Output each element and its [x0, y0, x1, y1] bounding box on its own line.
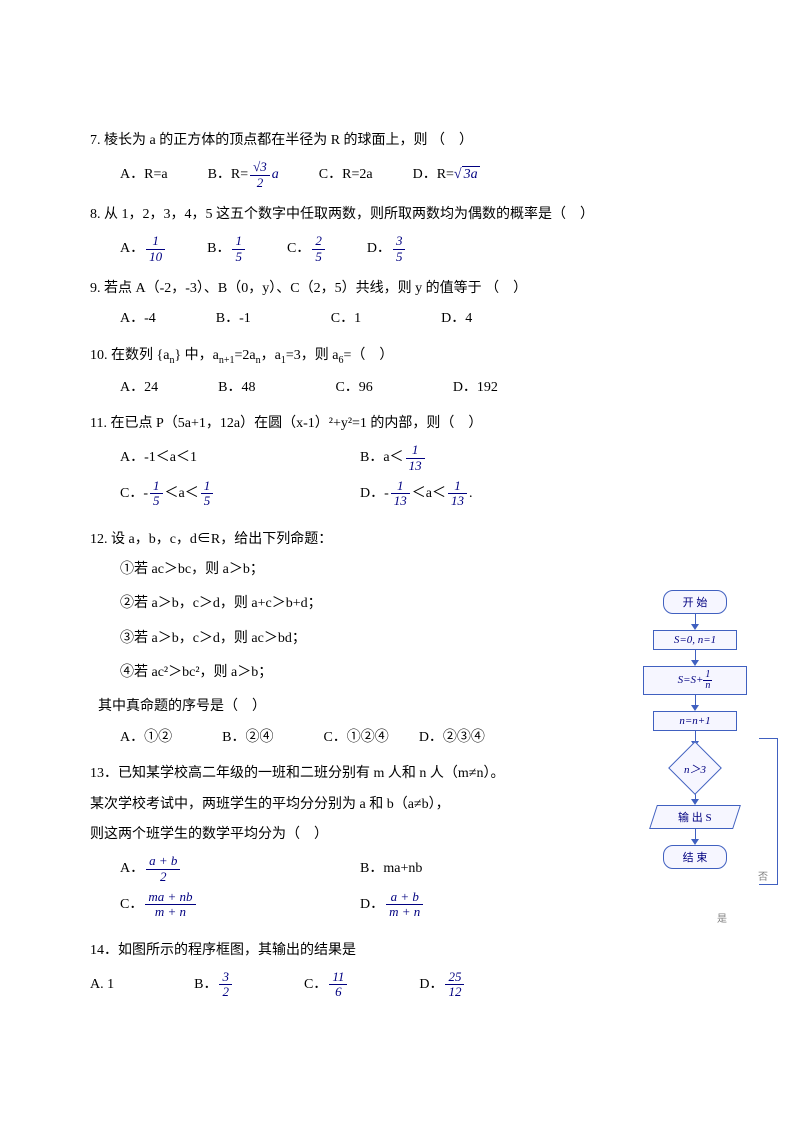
q9-D: D．4 [441, 308, 472, 330]
q11-stem: 11. 在已点 P（5a+1，12a）在圆（x-1）²+y²=1 的内部，则（ … [90, 413, 710, 435]
q12-p2: ②若 a＞b，c＞d，则 a+c＞b+d； [120, 593, 710, 615]
q14-options: A. 1 B．32 C．116 D．2512 [90, 970, 710, 1000]
q12-B: B．②④ [222, 727, 273, 749]
question-13: 13．已知某学校高二年级的一班和二班分别有 m 人和 n 人（m≠n）。 某次学… [90, 763, 710, 925]
question-9: 9. 若点 A（-2，-3）、B（0，y）、C（2，5）共线，则 y 的值等于 … [90, 278, 710, 331]
q7-options: A．R=a B．R= √3 2 a C．R=2a D．R= 3a [120, 160, 710, 190]
q13-C: C．ma + nbm + n [120, 890, 360, 920]
q12-D: D．②③④ [419, 727, 485, 749]
q9-options: A．-4 B．-1 C．1 D．4 [120, 308, 710, 330]
question-10: 10. 在数列 {an} 中，an+1=2an，a1=3，则 a6=（ ） A．… [90, 345, 710, 399]
q12-p4: ④若 ac²＞bc²，则 a＞b； [120, 662, 710, 684]
question-11: 11. 在已点 P（5a+1，12a）在圆（x-1）²+y²=1 的内部，则（ … [90, 413, 710, 515]
q9-C: C．1 [331, 308, 361, 330]
q13-options: A．a + b2 B．ma+nb C．ma + nbm + n D．a + bm… [120, 854, 710, 925]
fc-yes-label: 是 [717, 910, 727, 925]
q8-A: A．110 [120, 234, 167, 264]
q8-stem: 8. 从 1，2，3，4，5 这五个数字中任取两数，则所取两数均为偶数的概率是（… [90, 204, 710, 226]
question-8: 8. 从 1，2，3，4，5 这五个数字中任取两数，则所取两数均为偶数的概率是（… [90, 204, 710, 264]
fc-init: S=0, n=1 [653, 630, 737, 650]
q12-stem: 12. 设 a，b，c，d∈R，给出下列命题： [90, 529, 710, 551]
q7-B-frac: √3 2 [250, 160, 270, 190]
q10-options: A．24 B．48 C．96 D．192 [120, 377, 710, 399]
q8-D: D．35 [367, 234, 408, 264]
q10-A: A．24 [120, 377, 158, 399]
q7-A: A．R=a [120, 164, 168, 186]
flowchart: 开 始 S=0, n=1 S=S+1n n=n+1 n＞3 否 是 输 出 S … [630, 590, 760, 869]
question-14: 14．如图所示的程序框图，其输出的结果是 A. 1 B．32 C．116 D．2… [90, 940, 710, 1000]
q13-l2: 某次学校考试中，两班学生的平均分分别为 a 和 b（a≠b）， [90, 794, 710, 816]
q11-B: B．a＜113 [360, 443, 600, 473]
fc-step: S=S+1n [643, 666, 747, 695]
exam-page: 7. 棱长为 a 的正方体的顶点都在半径为 R 的球面上，则 （ ） A．R=a… [0, 0, 800, 1054]
q11-options: A．-1＜a＜1 B．a＜113 C．-15＜a＜15 D．-113＜a＜113… [120, 443, 710, 514]
q13-D: D．a + bm + n [360, 890, 600, 920]
q12-p1: ①若 ac＞bc，则 a＞b； [120, 559, 710, 581]
q10-C: C．96 [335, 377, 372, 399]
q13-l3: 则这两个班学生的数学平均分为（ ） [90, 824, 710, 846]
q8-options: A．110 B．15 C．25 D．35 [120, 234, 710, 264]
q12-options: A．①② B．②④ C．①②④ D．②③④ [120, 727, 710, 749]
q7-D: D．R= 3a [413, 164, 480, 186]
q14-C: C．116 [304, 970, 349, 1000]
fc-no-label: 否 [758, 868, 768, 883]
q9-B: B．-1 [216, 308, 251, 330]
q14-stem: 14．如图所示的程序框图，其输出的结果是 [90, 940, 710, 962]
q8-C: C．25 [287, 234, 327, 264]
q8-B: B．15 [207, 234, 247, 264]
q10-stem: 10. 在数列 {an} 中，an+1=2an，a1=3，则 a6=（ ） [90, 345, 710, 369]
q9-A: A．-4 [120, 308, 156, 330]
q7-C: C．R=2a [319, 164, 373, 186]
q10-B: B．48 [218, 377, 255, 399]
q13-l1: 13．已知某学校高二年级的一班和二班分别有 m 人和 n 人（m≠n）。 [90, 763, 710, 785]
q11-C: C．-15＜a＜15 [120, 479, 360, 509]
q7-B-post: a [272, 164, 279, 186]
q12-p3: ③若 a＞b，c＞d，则 ac＞bd； [120, 628, 710, 650]
q7-B: B．R= √3 2 a [208, 160, 279, 190]
fc-output: 输 出 S [649, 805, 741, 829]
q11-A: A．-1＜a＜1 [120, 443, 360, 473]
q7-stem: 7. 棱长为 a 的正方体的顶点都在半径为 R 的球面上，则 （ ） [90, 130, 710, 152]
q11-D: D．-113＜a＜113. [360, 479, 600, 509]
q9-stem: 9. 若点 A（-2，-3）、B（0，y）、C（2，5）共线，则 y 的值等于 … [90, 278, 710, 300]
q7-D-sqrt: 3a [454, 164, 480, 186]
q12-A: A．①② [120, 727, 172, 749]
question-12: 12. 设 a，b，c，d∈R，给出下列命题： ①若 ac＞bc，则 a＞b； … [90, 529, 710, 750]
fc-end: 结 束 [663, 845, 727, 869]
q7-D-pre: D．R= [413, 164, 454, 186]
q10-D: D．192 [453, 377, 498, 399]
q12-C: C．①②④ [323, 727, 388, 749]
fc-inc: n=n+1 [653, 711, 737, 731]
q13-A: A．a + b2 [120, 854, 360, 884]
q12-ask: 其中真命题的序号是（ ） [98, 696, 710, 718]
q13-B: B．ma+nb [360, 854, 600, 884]
question-7: 7. 棱长为 a 的正方体的顶点都在半径为 R 的球面上，则 （ ） A．R=a… [90, 130, 710, 190]
q14-A: A. 1 [90, 974, 114, 996]
fc-start: 开 始 [663, 590, 727, 614]
q7-B-pre: B．R= [208, 164, 249, 186]
fc-loop-line [759, 738, 778, 885]
q14-D: D．2512 [419, 970, 466, 1000]
fc-cond: n＞3 [655, 749, 735, 789]
q14-B: B．32 [194, 970, 234, 1000]
